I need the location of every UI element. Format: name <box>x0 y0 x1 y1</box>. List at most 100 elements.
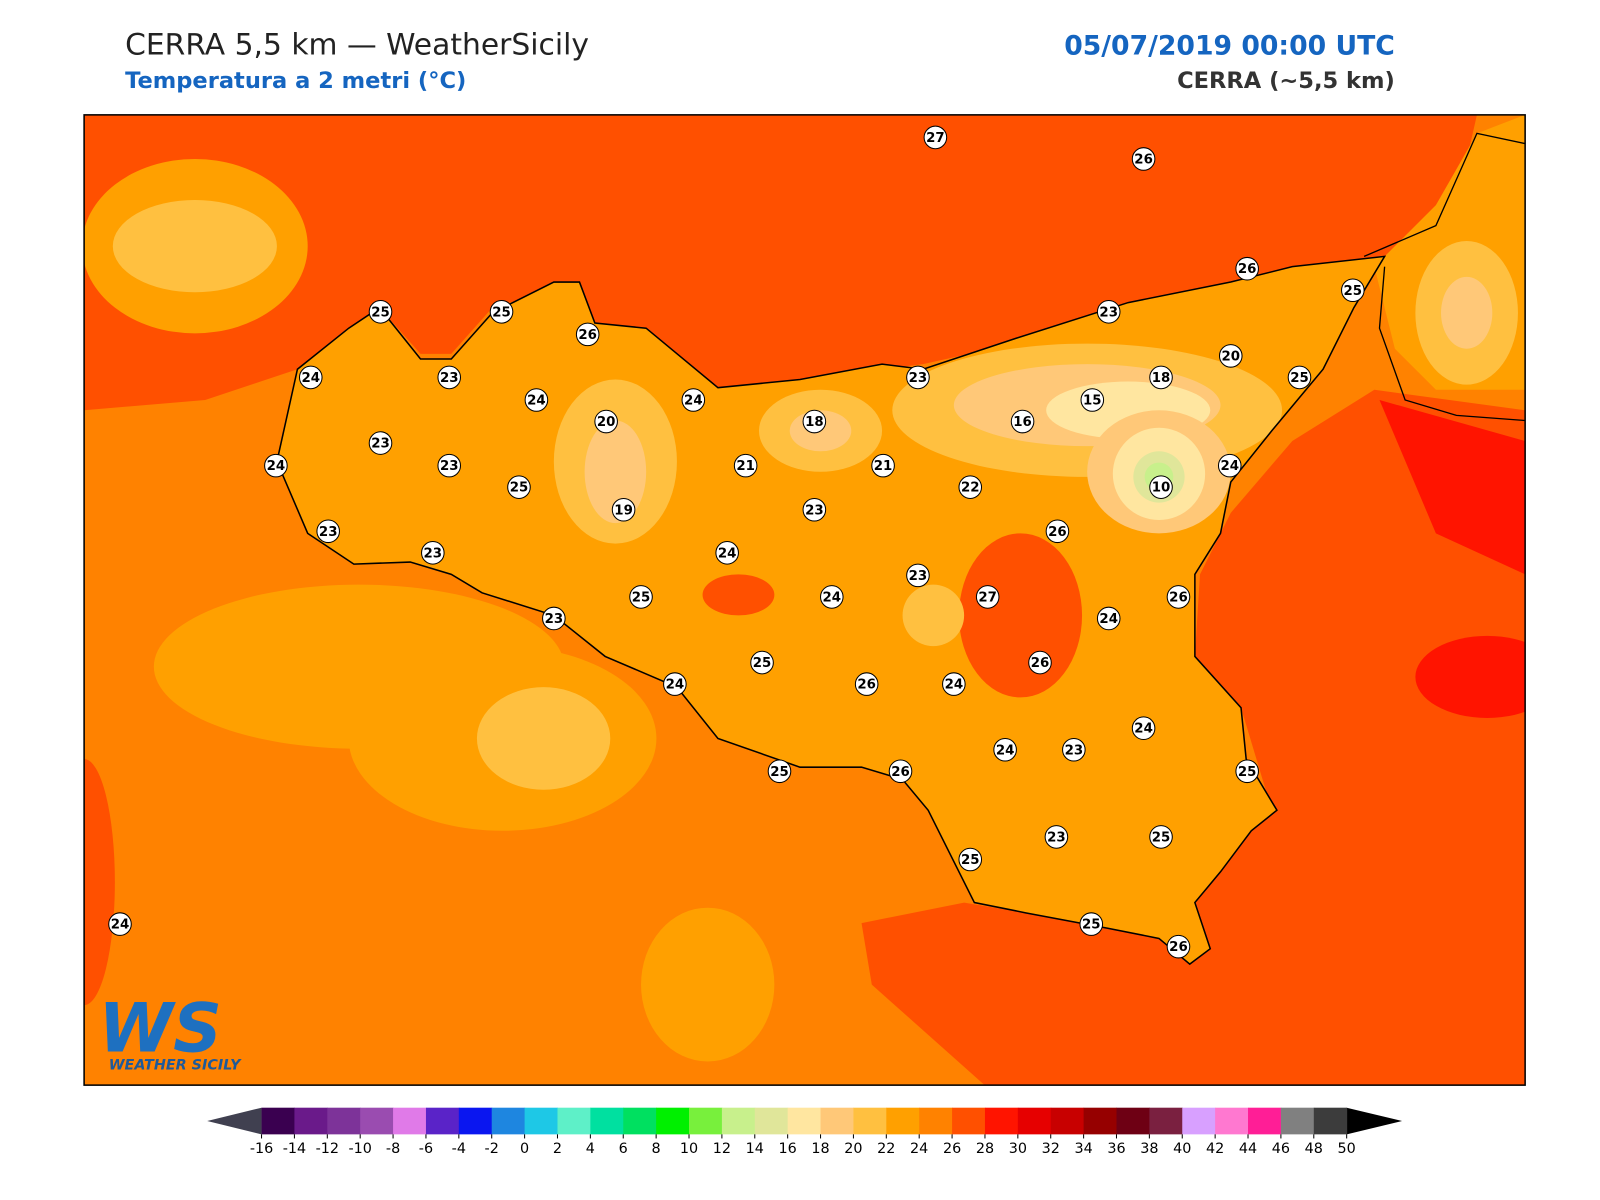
station-marker <box>906 563 930 588</box>
colorbar-label: 48 <box>1305 1141 1323 1157</box>
colorbar-label: -8 <box>386 1141 400 1157</box>
colorbar-box <box>327 1107 361 1135</box>
station-marker <box>507 475 531 499</box>
station-value: 20 <box>597 415 616 430</box>
station-marker <box>316 519 340 544</box>
contour-band <box>112 200 277 293</box>
colorbar-box <box>524 1107 558 1135</box>
station-marker <box>1079 912 1104 936</box>
station-value: 25 <box>1152 830 1171 845</box>
coastline <box>276 255 1387 966</box>
map-frame <box>83 114 1526 1086</box>
colorbar-over <box>1346 1107 1403 1135</box>
station-value: 27 <box>926 131 945 146</box>
station-marker <box>733 453 758 478</box>
station-value: 15 <box>1083 394 1102 409</box>
station-marker <box>975 585 1000 609</box>
colorbar-label: 50 <box>1338 1141 1356 1157</box>
colorbar-label: 36 <box>1107 1141 1125 1157</box>
station-marker <box>1217 453 1242 478</box>
station-value: 23 <box>1047 830 1066 845</box>
station-value: 24 <box>301 371 320 386</box>
station-value: 26 <box>1169 590 1188 605</box>
station-value: 20 <box>1221 349 1240 364</box>
colorbar-label: -12 <box>316 1141 339 1157</box>
station-value: 26 <box>1048 525 1067 540</box>
contour-band <box>641 907 775 1062</box>
station-marker <box>871 453 895 478</box>
colorbar-box <box>1215 1107 1249 1135</box>
station-value: 19 <box>614 503 633 518</box>
colorbar-box <box>425 1107 460 1135</box>
colorbar-box <box>458 1107 493 1135</box>
station-marker <box>854 672 879 696</box>
colorbar-box <box>1248 1107 1282 1135</box>
station-value: 25 <box>632 590 651 605</box>
stations: 27 26 26 25 25 25 26 23 24 23 24 24 20 18 23 15 18 20 25 16… <box>108 125 1365 959</box>
station-value: 25 <box>510 481 529 496</box>
station-marker <box>1166 934 1191 959</box>
station-marker <box>819 585 844 609</box>
station-value: 23 <box>319 525 338 540</box>
subtitle: Temperatura a 2 metri (°C) <box>125 68 466 94</box>
station-marker <box>489 300 514 324</box>
contour-band <box>84 114 1477 411</box>
model: CERRA (~5,5 km) <box>1177 68 1395 94</box>
colorbar-label: 4 <box>586 1141 595 1157</box>
contour-band <box>958 533 1083 698</box>
colorbar-label: 22 <box>877 1141 895 1157</box>
temperature-field <box>84 114 1526 1086</box>
station-value: 24 <box>996 743 1015 758</box>
colorbar-label: 26 <box>943 1141 961 1157</box>
colorbar-box <box>294 1107 328 1135</box>
colorbar-label: 46 <box>1272 1141 1290 1157</box>
colorbar-label: -6 <box>419 1141 433 1157</box>
station-marker <box>594 409 618 434</box>
contour-band <box>476 687 611 790</box>
contour-band <box>861 389 1526 1086</box>
station-value: 10 <box>1152 481 1171 496</box>
contour-band <box>1415 635 1526 718</box>
station-marker <box>906 365 930 390</box>
colorbar-label: 42 <box>1206 1141 1224 1157</box>
colorbar-box <box>360 1107 394 1135</box>
colorbar-box <box>1083 1107 1118 1135</box>
station-marker <box>1028 650 1052 675</box>
station-marker <box>264 453 288 478</box>
station-value: 25 <box>770 765 789 780</box>
colorbar-label: 40 <box>1173 1141 1191 1157</box>
station-marker <box>1010 409 1035 434</box>
station-marker <box>923 125 948 150</box>
station-value: 24 <box>823 590 842 605</box>
station-value: 21 <box>874 459 893 474</box>
station-value: 23 <box>909 371 928 386</box>
colorbar-box <box>1116 1107 1150 1135</box>
colorbar-under <box>207 1107 262 1135</box>
station-marker <box>958 475 983 499</box>
contour-band <box>902 584 965 647</box>
station-value: 26 <box>1134 153 1153 168</box>
station-value: 23 <box>424 546 443 561</box>
station-value: 24 <box>718 546 737 561</box>
station-value: 23 <box>440 371 459 386</box>
colorbar-box <box>623 1107 657 1135</box>
station-marker <box>421 541 445 565</box>
station-value: 23 <box>909 569 928 584</box>
station-marker <box>629 585 653 609</box>
colorbar-label: 16 <box>779 1141 797 1157</box>
station-value: 24 <box>1099 612 1118 627</box>
colorbar-box <box>590 1107 624 1135</box>
colorbar-box <box>952 1107 986 1135</box>
station-value: 23 <box>1099 305 1118 320</box>
colorbar-box <box>1017 1107 1052 1135</box>
station-value: 24 <box>684 394 703 409</box>
contour-band <box>1379 400 1526 575</box>
station-value: 16 <box>1013 415 1032 430</box>
station-value: 26 <box>1031 656 1050 671</box>
station-marker <box>1235 256 1259 281</box>
station-marker <box>958 847 983 872</box>
colorbar-box <box>754 1107 789 1135</box>
colorbar-box <box>1280 1107 1315 1135</box>
station-marker <box>1131 147 1156 171</box>
